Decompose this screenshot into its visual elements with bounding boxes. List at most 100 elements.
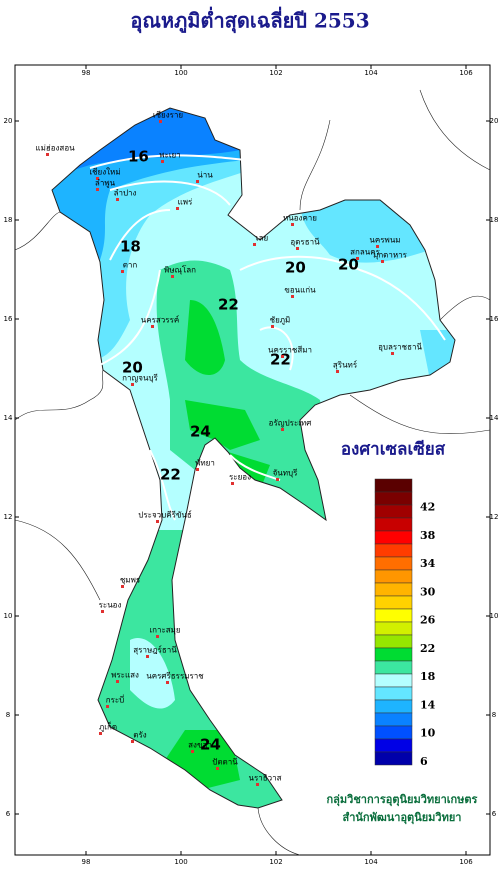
station [356,257,359,260]
isotherms [89,154,446,521]
legend-label: 42 [420,501,435,514]
place-label: ขอนแก่น [284,286,316,295]
legend-cell [374,569,413,584]
place-label: พะเยา [159,151,180,160]
place-label: เชียงราย [153,111,183,120]
place-label: นราธิวาส [248,774,281,783]
station [216,767,219,770]
station [131,383,134,386]
lat-label: 12 [490,513,499,521]
place-label: สุรินทร์ [333,360,358,370]
legend-label: 30 [420,585,436,598]
station [121,585,124,588]
lat-label: 16 [4,315,13,323]
station [116,198,119,201]
station [376,245,379,248]
credit: สำนักพัฒนาอุตุนิยมวิทยา [343,811,462,825]
contour-label: 22 [160,466,181,484]
contour-label: 24 [200,736,221,754]
lat-label: 14 [4,414,13,422]
legend-cell [374,699,413,714]
place-label: ระยอง [229,473,251,482]
contour-label: 22 [218,296,239,314]
lon-label: 104 [364,69,378,77]
contour-label: 20 [338,256,359,274]
place-label: ตาก [123,261,138,270]
place-labels: เชียงรายแม่ฮ่องสอนพะเยาเชียงใหม่ลำพูนลำป… [35,111,422,786]
station [381,260,384,263]
legend-cell [374,621,413,636]
legend-cell [374,738,413,753]
lat-label: 16 [490,315,499,323]
place-label: อุดรธานี [290,238,320,247]
legend-label: 18 [420,670,436,683]
lat-label: 8 [6,711,10,719]
station [166,681,169,684]
station [161,160,164,163]
place-label: ภูเก็ต [99,722,117,733]
station [156,520,159,523]
station [256,783,259,786]
station [156,635,159,638]
lat-label: 20 [490,117,499,125]
place-label: เชียงใหม่ [89,168,120,177]
lat-label: 10 [4,612,13,620]
lon-label: 100 [174,69,187,77]
station [96,188,99,191]
place-label: พัทยา [195,459,215,468]
place-label: สงขลา [188,741,212,750]
place-label: นครศรีธรรมราช [146,672,204,681]
legend-cell [374,751,413,766]
legend-label: 10 [420,727,436,740]
legend-label: 26 [420,614,436,627]
credit: กลุ่มวิชาการอุตุนิยมวิทยาเกษตร [327,793,478,807]
lat-label: 12 [4,513,13,521]
place-label: กาญจนบุรี [122,374,158,383]
place-label: สุราษฎร์ธานี [133,645,177,655]
place-label: นครพนม [369,236,400,245]
station [196,468,199,471]
legend-unit: องศาเซลเซียส [341,439,446,460]
station [281,428,284,431]
legend-cell [374,660,413,675]
station [291,223,294,226]
station [231,482,234,485]
legend-label: 22 [420,642,435,655]
legend-label: 38 [420,529,436,542]
legend-label: 6 [420,755,428,768]
station [281,355,284,358]
station [253,243,256,246]
legend-cell [374,725,413,740]
station [121,270,124,273]
lat-label: 8 [492,711,496,719]
contour-label: 24 [190,423,211,441]
station [291,295,294,298]
place-label: สกลนคร [350,248,380,257]
place-label: มุกดาหาร [373,251,408,260]
legend-cell [374,582,413,597]
neighbour-borders [14,89,491,856]
legend-cell [374,556,413,571]
legend-cell [374,530,413,545]
legend-cell [374,478,413,493]
lon-label: 104 [364,858,378,866]
place-label: จันทบุรี [273,469,299,478]
lat-label: 6 [6,810,11,818]
lat-label: 14 [490,414,499,422]
station [176,207,179,210]
lat-label: 18 [4,216,13,224]
place-label: เกาะสมุย [149,626,180,635]
contour-labels: 16 18 20 20 20 22 22 24 24 22 [120,148,359,754]
lon-label: 106 [459,858,473,866]
station [296,247,299,250]
station [116,680,119,683]
place-label: พระแสง [111,671,139,680]
legend-cell [374,673,413,688]
station [271,325,274,328]
place-label: แม่ฮ่องสอน [35,144,75,153]
place-label: ชัยภูมิ [270,316,291,326]
station [131,740,134,743]
lat-label: 6 [492,810,497,818]
legend-cell [374,543,413,558]
